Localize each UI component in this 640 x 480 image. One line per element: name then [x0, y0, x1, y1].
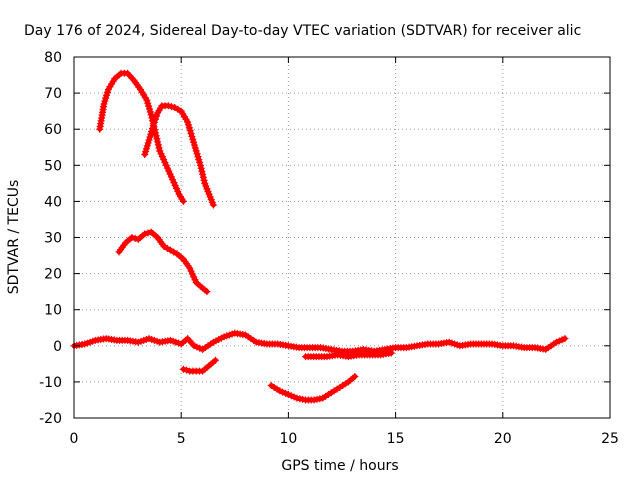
data-point: [179, 197, 187, 205]
data-point: [141, 230, 149, 238]
data-point: [150, 118, 158, 126]
data-point: [152, 132, 160, 140]
series-arc-a: [96, 69, 187, 205]
data-point: [151, 115, 159, 123]
data-point: [147, 111, 155, 119]
series-arc-g: [267, 372, 359, 404]
data-point: [128, 234, 136, 241]
axis-ticks: 0 5 10 15 20 25 -20 -10 0 10 20 30 40 50 60 70 80: [39, 50, 619, 447]
series-line: [71, 330, 568, 354]
y-tick-label: 40: [44, 194, 62, 210]
data-point: [183, 366, 191, 374]
x-axis-label: GPS time / hours: [281, 458, 398, 474]
y-tick-label: -10: [39, 375, 62, 391]
data-point: [179, 365, 187, 373]
data-point: [209, 201, 217, 209]
data-point: [155, 144, 163, 152]
y-tick-label: 60: [44, 122, 62, 138]
series-arc-f: [179, 356, 220, 375]
y-tick-label: 80: [44, 50, 62, 66]
series-arc-c: [115, 228, 211, 296]
data-point: [212, 356, 220, 364]
data-point: [149, 122, 157, 130]
y-tick-label: 20: [44, 267, 62, 283]
data-point: [561, 335, 569, 343]
data-point: [196, 161, 204, 169]
y-tick-label: 10: [44, 303, 62, 319]
x-tick-label: 5: [177, 431, 186, 447]
x-tick-label: 0: [70, 431, 79, 447]
x-tick-label: 15: [387, 431, 405, 447]
data-point: [203, 288, 211, 296]
data-point: [198, 167, 206, 175]
grid: [74, 57, 610, 418]
data-point: [144, 229, 152, 237]
data-series: [70, 69, 569, 404]
data-point: [200, 176, 208, 184]
data-point: [197, 164, 205, 172]
x-tick-label: 20: [494, 431, 512, 447]
y-tick-label: 50: [44, 158, 62, 174]
y-tick-label: -20: [39, 411, 62, 427]
x-tick-label: 10: [279, 431, 297, 447]
data-point: [387, 349, 395, 357]
data-point: [153, 112, 161, 120]
series-arc-d: [70, 329, 569, 355]
data-point: [153, 135, 161, 143]
data-point: [154, 141, 162, 149]
data-point: [199, 170, 207, 178]
data-point: [199, 173, 207, 181]
y-axis-label: SDTVAR / TECUs: [6, 180, 22, 295]
y-tick-label: 0: [53, 339, 62, 355]
data-point: [131, 234, 139, 242]
data-point: [154, 138, 162, 146]
data-point: [168, 103, 176, 111]
y-tick-label: 30: [44, 231, 62, 247]
y-tick-label: 70: [44, 86, 62, 102]
chart-title: Day 176 of 2024, Sidereal Day-to-day VTE…: [24, 23, 581, 39]
data-point: [351, 372, 359, 380]
x-tick-label: 25: [601, 431, 619, 447]
series-arc-b: [141, 102, 217, 209]
data-point: [164, 102, 172, 110]
series-arc-e: [302, 349, 395, 361]
